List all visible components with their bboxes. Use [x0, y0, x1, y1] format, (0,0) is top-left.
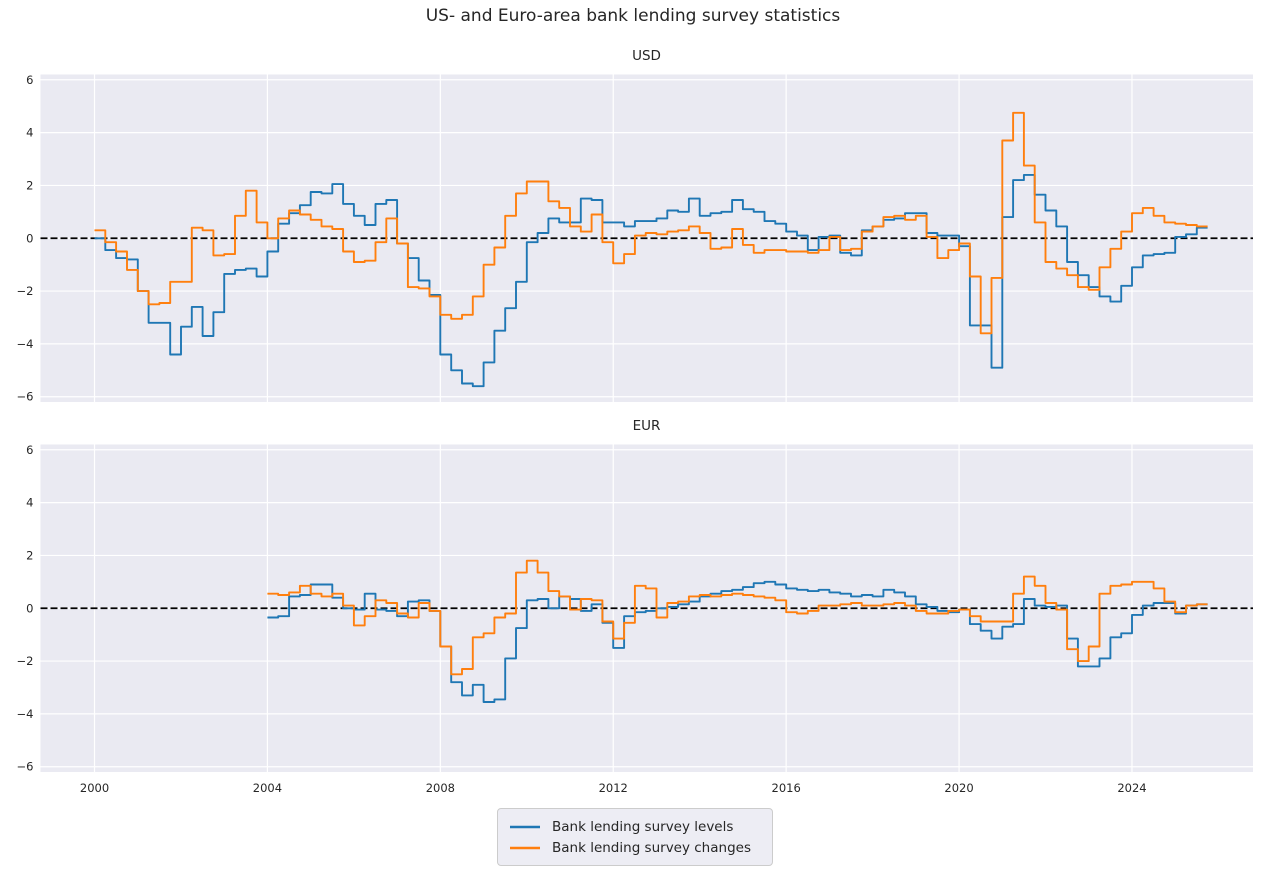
eur-panel-title: EUR: [632, 418, 661, 434]
eur-y-tick-label: 6: [26, 443, 33, 457]
legend-item-changes: Bank lending survey changes: [510, 837, 762, 858]
x-tick-label: 2012: [599, 781, 628, 795]
usd-y-tick-label: 2: [26, 178, 33, 192]
usd-y-tick-label: −2: [17, 284, 34, 298]
x-tick-label: 2000: [80, 781, 109, 795]
usd-y-tick-label: 0: [26, 231, 33, 245]
legend: Bank lending survey levels Bank lending …: [497, 808, 773, 866]
usd-y-tick-label: 6: [26, 73, 33, 87]
chart-title: US- and Euro-area bank lending survey st…: [425, 6, 841, 26]
x-tick-label: 2004: [253, 781, 282, 795]
levels-line-swatch: [510, 825, 540, 828]
x-tick-label: 2008: [426, 781, 455, 795]
legend-label-levels: Bank lending survey levels: [552, 818, 734, 835]
usd-y-tick-label: −6: [17, 390, 34, 404]
eur-y-tick-label: 0: [26, 601, 33, 615]
legend-label-changes: Bank lending survey changes: [552, 839, 751, 856]
eur-y-tick-label: −4: [17, 707, 34, 721]
eur-changes-line: [267, 559, 1208, 676]
changes-line-swatch: [510, 846, 540, 849]
eur-y-tick-label: 4: [26, 496, 33, 510]
x-tick-label: 2016: [772, 781, 801, 795]
legend-item-levels: Bank lending survey levels: [510, 816, 762, 837]
x-tick-label: 2024: [1117, 781, 1146, 795]
eur-y-tick-label: −6: [17, 760, 34, 774]
usd-y-tick-label: −4: [17, 337, 34, 351]
eur-y-tick-label: −2: [17, 654, 34, 668]
usd-y-tick-label: 4: [26, 126, 33, 140]
x-tick-label: 2020: [944, 781, 973, 795]
eur-y-tick-label: 2: [26, 548, 33, 562]
usd-changes-line: [94, 111, 1208, 335]
usd-panel-title: USD: [632, 48, 661, 64]
